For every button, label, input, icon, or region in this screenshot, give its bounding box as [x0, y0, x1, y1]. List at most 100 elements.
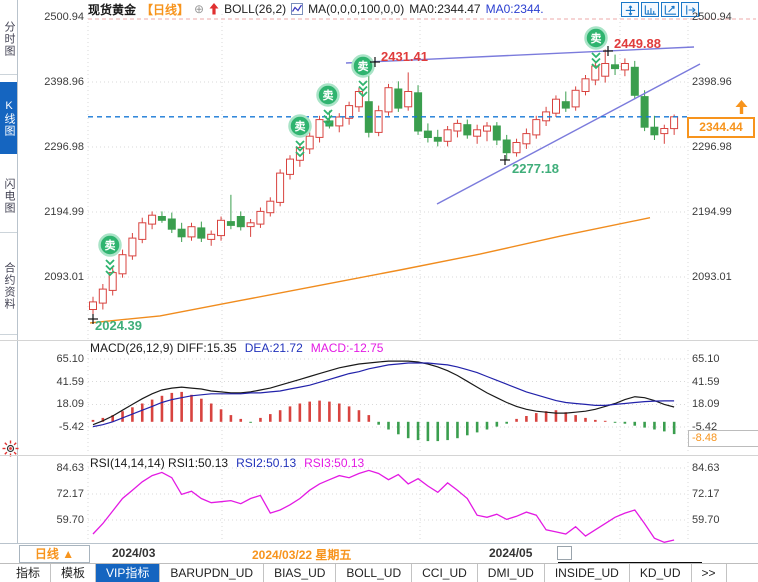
rsi-axis-label: 72.17	[692, 488, 720, 500]
price-axis-label: 2500.94	[44, 11, 84, 23]
sell-badge-label: 卖	[591, 31, 602, 45]
sell-badge[interactable]: 卖	[98, 233, 122, 277]
candle-body	[118, 254, 127, 275]
candle-body	[354, 91, 363, 108]
fit-y-axis-icon[interactable]	[661, 2, 679, 17]
tab-3[interactable]: VIP指标	[96, 564, 161, 582]
cross-marker	[370, 57, 380, 67]
down-chevron-icon	[358, 80, 368, 87]
rsi1-label: RSI(14,14,14) RSI1:50.13	[90, 456, 229, 470]
candle-body	[423, 130, 432, 139]
sell-badge[interactable]: 卖	[288, 114, 312, 158]
circle-plus-icon[interactable]: ⊕	[194, 2, 205, 16]
down-chevron-icon	[295, 145, 305, 152]
macd-axis-label: 41.59	[56, 375, 84, 388]
rsi-header: RSI(14,14,14) RSI1:50.13 RSI2:50.13 RSI3:5…	[90, 456, 372, 470]
candle-body	[670, 116, 679, 130]
candle-body	[591, 65, 600, 81]
sell-badge[interactable]: 卖	[584, 26, 608, 70]
candle-body	[552, 98, 560, 114]
tab-6[interactable]: BOLL_UD	[336, 564, 413, 582]
down-chevron-icon	[105, 259, 115, 266]
candle-body	[256, 210, 265, 225]
sidebar-item-4[interactable]: 合约资料	[0, 238, 17, 335]
price-axis-label: 2194.99	[44, 206, 84, 218]
sidebar-item-1[interactable]: 分时图	[0, 4, 17, 75]
trendline[interactable]	[345, 46, 695, 64]
shift-right-icon[interactable]	[681, 2, 699, 17]
pan-icon-glyph	[625, 4, 636, 15]
candle-body	[532, 119, 541, 136]
candle-body	[581, 78, 590, 93]
macd-diff-label: MACD(26,12,9) DIFF:15.35	[90, 341, 237, 355]
sell-badge-label: 卖	[358, 59, 369, 73]
pan-icon[interactable]	[621, 2, 639, 17]
tab-7[interactable]: CCI_UD	[412, 564, 478, 582]
tab-1[interactable]: 指标	[6, 564, 52, 582]
period-tag[interactable]: 【日线】	[141, 2, 190, 17]
price-annotation: 2431.41	[381, 49, 428, 64]
cross-marker	[88, 314, 98, 324]
sell-badge[interactable]: 卖	[316, 83, 340, 127]
settings-sun-icon[interactable]	[2, 440, 19, 457]
macd-axis-label: 18.09	[692, 398, 720, 411]
period-button[interactable]: 日线 ▲	[19, 545, 90, 563]
fit-y-axis-icon-glyph	[664, 4, 677, 15]
macd-axis-label: -5.42	[692, 421, 718, 434]
down-chevron-icon	[295, 151, 305, 158]
price-axis-label: 2500.94	[692, 11, 732, 23]
candle-body	[522, 133, 531, 145]
macd-diff-line	[92, 360, 675, 426]
panel-separator	[0, 455, 758, 456]
macd-axis-label: -5.42	[58, 421, 84, 434]
down-chevron-icon	[323, 109, 333, 116]
candle-body	[148, 214, 157, 225]
sidebar-item-2[interactable]: K线图	[0, 82, 17, 154]
period-button-label: 日线	[34, 547, 59, 561]
macd-axis-label: 41.59	[692, 375, 720, 388]
tab-4[interactable]: BARUPDN_UD	[160, 564, 265, 582]
rsi3-label: RSI3:50.13	[304, 456, 365, 470]
candle-body	[295, 147, 304, 161]
panel-separator	[0, 340, 758, 341]
sell-badge-label: 卖	[105, 238, 116, 252]
down-chevron-icon	[591, 63, 601, 70]
candle-body	[197, 227, 206, 239]
scrollbar-button[interactable]	[557, 546, 572, 560]
price-axis-label: 2194.99	[692, 206, 732, 218]
candle-body	[345, 105, 354, 119]
candle-body	[473, 129, 482, 137]
tab-2[interactable]: 模板	[51, 564, 97, 582]
price-axis-label: 2093.01	[692, 271, 732, 283]
macd-dea-line	[92, 362, 675, 428]
rsi2-label: RSI2:50.13	[236, 456, 297, 470]
ma-line	[89, 217, 651, 324]
tab-9[interactable]: INSIDE_UD	[545, 564, 630, 582]
fit-x-axis-icon-glyph	[644, 4, 657, 15]
price-up-arrow-icon	[735, 100, 748, 114]
tab-8[interactable]: DMI_UD	[478, 564, 545, 582]
tab-11[interactable]: >>	[692, 564, 727, 582]
trendline[interactable]	[436, 63, 701, 205]
rsi-axis-label: 84.63	[56, 462, 84, 474]
down-chevron-icon	[295, 140, 305, 147]
tab-5[interactable]: BIAS_UD	[264, 564, 337, 582]
current-price-tag: 2344.44	[687, 117, 755, 138]
candle-body	[630, 66, 639, 96]
candle-body	[226, 221, 235, 226]
price-axis-label: 2398.96	[44, 76, 84, 88]
candle-body	[305, 135, 314, 150]
candle-body	[502, 139, 511, 154]
tab-10[interactable]: KD_UD	[630, 564, 692, 582]
rsi-axis-label: 84.63	[692, 462, 720, 474]
rsi-axis-label: 72.17	[56, 488, 84, 500]
sidebar-item-3[interactable]: 闪电图	[0, 160, 17, 233]
symbol-name: 现货黄金	[88, 2, 137, 17]
fit-x-axis-icon[interactable]	[641, 2, 659, 17]
candle-body	[611, 64, 619, 70]
candle-body	[433, 136, 442, 142]
down-chevron-icon	[323, 114, 333, 121]
sell-badge[interactable]: 卖	[351, 54, 375, 98]
